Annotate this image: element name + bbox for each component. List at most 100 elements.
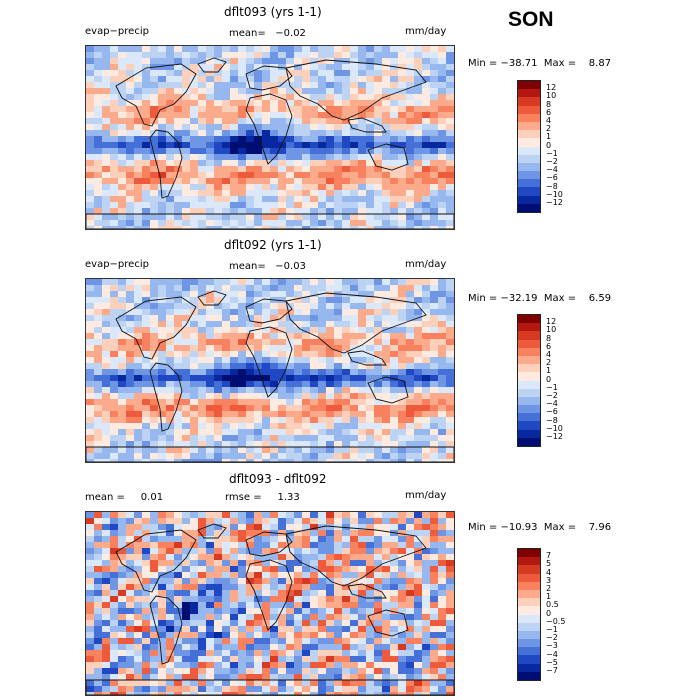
colorbar-tick-label: 8 <box>546 333 552 343</box>
coastline <box>86 679 454 695</box>
season-label: SON <box>508 8 554 31</box>
panel-1-title: dflt093 (yrs 1-1) <box>224 5 322 19</box>
colorbar-tick-label: −12 <box>546 432 563 441</box>
colorbar-tick-label: −10 <box>546 423 563 433</box>
coastline <box>245 93 293 165</box>
colorbar-tick-label: −6 <box>546 173 558 183</box>
colorbar-bin <box>518 655 540 664</box>
coastline <box>347 583 387 599</box>
panel-2-variable-label: evap−precip <box>85 259 149 270</box>
panel-2-minmax: Min = −32.19 Max = 6.59 <box>468 293 612 304</box>
colorbar-bin <box>518 355 540 365</box>
colorbar-bin <box>518 437 540 446</box>
colorbar-bin <box>518 606 540 615</box>
colorbar-bin <box>518 396 540 406</box>
map-field <box>86 46 454 229</box>
colorbar-bin <box>518 195 540 204</box>
panel-1-units: mm/day <box>405 26 447 37</box>
coastline <box>86 213 454 229</box>
colorbar-tick-label: 6 <box>546 341 552 351</box>
coastline <box>86 446 454 462</box>
colorbar-bin <box>518 388 540 397</box>
colorbar-tick-label: −4 <box>546 649 558 659</box>
colorbar-bin <box>518 347 540 356</box>
colorbar-tick-label: −4 <box>546 399 558 409</box>
colorbar-bin <box>518 622 540 631</box>
colorbar-bin <box>518 589 540 599</box>
panel-3-mean-label: mean = 0.01 <box>85 492 164 503</box>
coastline <box>115 529 197 593</box>
colorbar-tick-label: 0 <box>546 608 552 618</box>
coastline <box>285 59 427 121</box>
map-field <box>86 279 454 462</box>
colorbar-bin <box>518 315 540 324</box>
coastline <box>367 143 409 171</box>
coastline <box>197 290 227 306</box>
colorbar-tick-label: −4 <box>546 165 558 175</box>
coastline <box>245 326 293 398</box>
colorbar-bin <box>518 614 540 623</box>
colorbar-bin <box>518 581 540 590</box>
colorbar-tick-label: −8 <box>546 181 558 191</box>
panel-3-minmax: Min = −10.93 Max = 7.96 <box>468 522 612 533</box>
colorbar-tick-label: 4 <box>546 350 552 359</box>
colorbar-tick-label: 1 <box>546 366 552 376</box>
coastline <box>285 525 427 587</box>
colorbar-tick-label: 2 <box>546 584 552 593</box>
coastline <box>367 376 409 404</box>
coastline <box>149 129 183 199</box>
colorbar-bin <box>518 647 540 656</box>
colorbar-tick-label: 0.5 <box>546 600 559 610</box>
colorbar-bin <box>518 565 540 574</box>
colorbar-bin <box>518 573 540 582</box>
colorbar-tick-label: −2 <box>546 157 558 166</box>
colorbar-bin <box>518 671 540 680</box>
colorbar-bin <box>518 203 540 212</box>
colorbar-tick-label: 1 <box>546 132 552 142</box>
colorbar-bin <box>518 97 540 106</box>
colorbar-tick-label: −2 <box>546 633 558 643</box>
colorbar-tick-label: 0 <box>546 140 552 150</box>
colorbar-bin <box>518 380 540 389</box>
colorbar-bin <box>518 549 540 558</box>
colorbar-bin <box>518 105 540 114</box>
colorbar-tick-label: 7 <box>546 551 552 561</box>
colorbar-bin <box>518 364 540 373</box>
colorbar-bin <box>518 663 540 672</box>
coastline <box>115 296 197 360</box>
colorbar-tick-label: 12 <box>546 317 557 327</box>
coastline <box>149 362 183 432</box>
colorbar-bin <box>518 171 540 180</box>
panel-1-map <box>85 45 455 230</box>
colorbar-tick-label: 0 <box>546 374 552 384</box>
panel-1-mean-label: mean= −0.02 <box>229 28 306 39</box>
panel-1-variable-label: evap−precip <box>85 26 149 37</box>
panel-3-title: dflt093 - dflt092 <box>229 472 327 486</box>
colorbar-tick-label: −0.5 <box>546 616 566 626</box>
colorbar-tick-label: 10 <box>546 91 557 101</box>
colorbar-tick-label: −5 <box>546 657 558 667</box>
colorbar-bin <box>518 89 540 98</box>
colorbar-tick-label: −2 <box>546 391 558 400</box>
panel-2-mean-label: mean= −0.03 <box>229 261 306 272</box>
coastline <box>149 595 183 665</box>
colorbar-bin <box>518 121 540 131</box>
coastline <box>245 559 293 631</box>
panel-3-units: mm/day <box>405 490 447 501</box>
panel-2-title: dflt092 (yrs 1-1) <box>224 238 322 252</box>
colorbar-tick-label: 2 <box>546 124 552 134</box>
colorbar-bin <box>518 413 540 422</box>
colorbar-bin <box>518 372 540 381</box>
colorbar-tick-label: 1 <box>546 592 552 602</box>
colorbar-tick-label: −1 <box>546 625 558 634</box>
panel-2-map <box>85 278 455 463</box>
colorbar-tick-label: 2 <box>546 358 552 368</box>
colorbar-tick-label: −1 <box>546 382 558 392</box>
colorbar-bin <box>518 598 540 607</box>
coastline <box>367 609 409 637</box>
colorbar-bin <box>518 639 540 648</box>
panel-1-colorbar <box>517 80 541 213</box>
colorbar-tick-label: 10 <box>546 325 557 335</box>
coastline <box>197 523 227 539</box>
colorbar-bin <box>518 146 540 155</box>
